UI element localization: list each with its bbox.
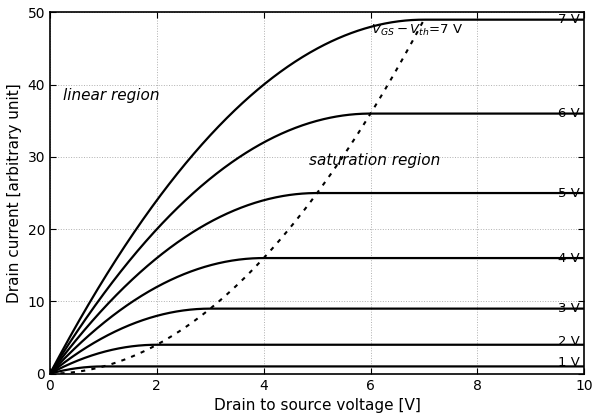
Text: 5 V: 5 V — [558, 186, 580, 199]
Text: linear region: linear region — [64, 88, 160, 103]
Text: $V_{GS}-V_{th}$=7 V: $V_{GS}-V_{th}$=7 V — [371, 23, 463, 38]
Y-axis label: Drain current [arbitrary unit]: Drain current [arbitrary unit] — [7, 83, 22, 303]
Text: 2 V: 2 V — [558, 335, 580, 348]
Text: 7 V: 7 V — [558, 13, 580, 26]
Text: saturation region: saturation region — [309, 153, 440, 168]
Text: 1 V: 1 V — [558, 356, 580, 369]
Text: 3 V: 3 V — [558, 302, 580, 315]
Text: 4 V: 4 V — [558, 252, 580, 265]
Text: 6 V: 6 V — [558, 107, 580, 120]
X-axis label: Drain to source voltage [V]: Drain to source voltage [V] — [214, 398, 421, 413]
